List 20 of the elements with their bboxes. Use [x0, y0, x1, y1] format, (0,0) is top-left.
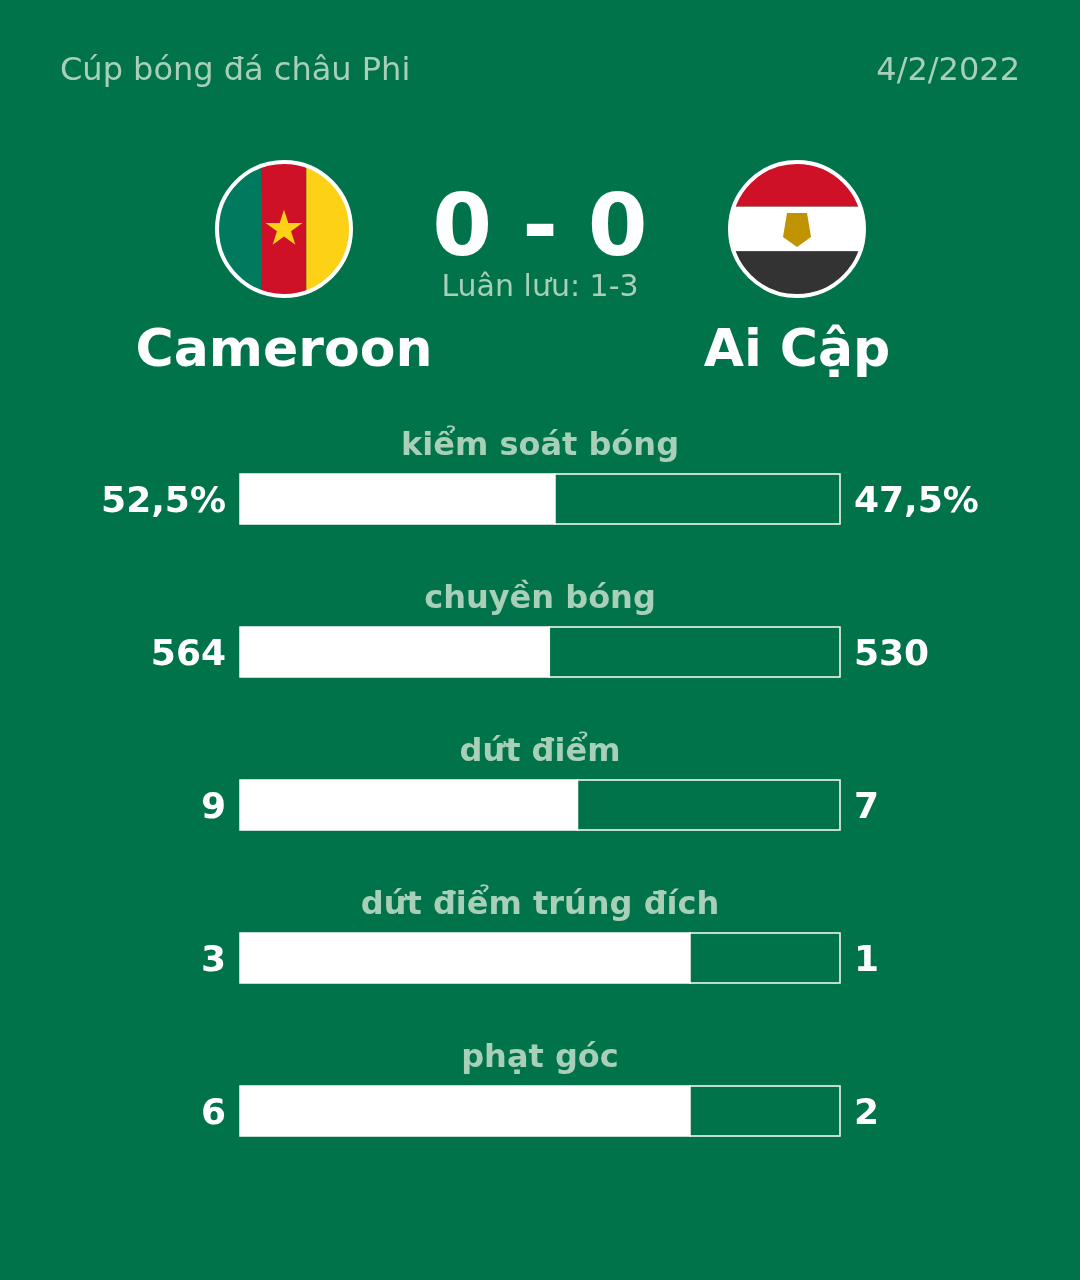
chart-title: dứt điểm trúng đích	[360, 884, 720, 922]
text: Ai Cập	[703, 318, 891, 378]
chart-title: chuyền bóng	[424, 578, 656, 616]
text: Cúp bóng đá châu Phi	[60, 50, 411, 88]
data-label: 3	[200, 938, 226, 979]
text: 4/2/2022	[876, 50, 1020, 88]
data-label: 1	[854, 938, 880, 979]
text: Cameroon	[135, 318, 433, 378]
chart-title: kiểm soát bóng	[400, 425, 680, 463]
chart-title: dứt điểm	[459, 731, 621, 769]
data-label: 47,5%	[854, 479, 979, 520]
data-label: 530	[854, 632, 930, 673]
data-label: 9	[200, 785, 226, 826]
data-label: 6	[200, 1091, 226, 1132]
data-label: 52,5%	[101, 479, 226, 520]
data-label: 2	[854, 1091, 880, 1132]
data-label: 564	[150, 632, 226, 673]
text: Luân lưu: 1-3	[441, 268, 639, 303]
chart-title: phạt góc	[461, 1037, 619, 1075]
data-label: 7	[854, 785, 880, 826]
